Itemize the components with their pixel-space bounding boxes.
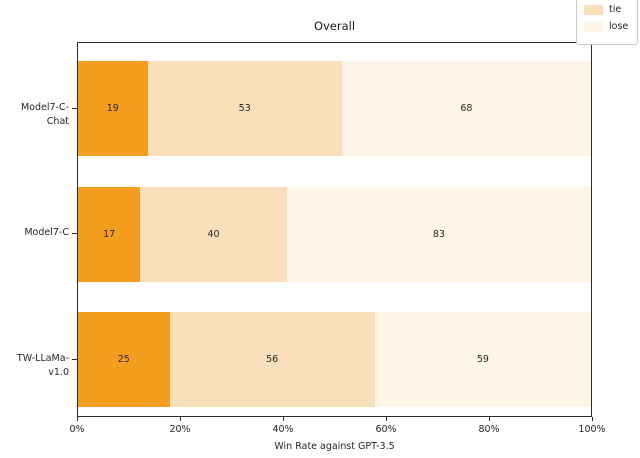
- bar-segment-lose: 68: [341, 61, 591, 156]
- x-tick-mark: [488, 417, 490, 421]
- y-tick-label: TW-LLaMa-v1.0: [16, 352, 69, 378]
- y-tick-mark: [72, 233, 77, 234]
- bar-value-label: 25: [117, 354, 130, 365]
- x-tick-mark: [282, 417, 284, 421]
- x-tick-label: 0%: [69, 424, 85, 435]
- x-tick-label: 80%: [478, 424, 500, 435]
- legend-label: lose: [609, 21, 629, 32]
- bar-value-label: 53: [238, 103, 251, 114]
- x-tick-mark: [179, 417, 181, 421]
- legend-swatch-icon: [584, 4, 603, 15]
- y-tick-mark: [72, 358, 77, 360]
- bar-row-Model7-C-Chat: 19 53 68: [78, 61, 591, 156]
- legend: tie lose: [576, 0, 638, 45]
- bar-segment-win: 19: [78, 61, 148, 156]
- bar-segment-win: 25: [78, 312, 170, 407]
- bar-value-label: 83: [432, 228, 445, 240]
- bar-value-label: 19: [106, 103, 119, 114]
- y-tick-label: Model7-C-Chat: [20, 101, 69, 127]
- legend-label: tie: [609, 4, 622, 15]
- bar-value-label: 68: [460, 103, 473, 114]
- bar-row-TW-LLaMa-v1.0: 25 56 59: [78, 312, 591, 407]
- bar-value-label: 56: [266, 354, 279, 365]
- x-tick-label: 20%: [169, 424, 191, 435]
- plot-area: 19 53 68 17 40 83 25 56 59: [77, 42, 592, 417]
- bar-segment-win: 17: [78, 186, 141, 282]
- legend-entry-tie: tie: [584, 3, 631, 16]
- x-tick-mark: [591, 417, 593, 421]
- x-tick-mark: [76, 417, 78, 421]
- bar-segment-tie: 53: [147, 61, 342, 156]
- y-tick-label: Model7-C: [24, 227, 69, 238]
- legend-swatch-icon: [584, 21, 603, 32]
- bar-segment-tie: 40: [140, 186, 287, 282]
- bar-row-Model7-C: 17 40 83: [78, 186, 591, 282]
- bar-value-label: 59: [476, 354, 489, 365]
- x-tick-label: 60%: [375, 424, 397, 435]
- y-tick-mark: [72, 107, 77, 109]
- x-tick-label: 100%: [578, 424, 606, 435]
- bar-value-label: 40: [207, 228, 220, 240]
- x-tick-mark: [385, 417, 387, 421]
- x-tick-label: 40%: [272, 424, 294, 435]
- legend-entry-lose: lose: [584, 20, 631, 33]
- bar-segment-tie: 56: [169, 312, 375, 407]
- x-axis-label: Win Rate against GPT-3.5: [274, 441, 395, 452]
- bar-segment-lose: 59: [374, 312, 591, 407]
- chart-title: Overall: [313, 19, 356, 33]
- bar-segment-lose: 83: [286, 186, 591, 282]
- bar-value-label: 17: [103, 228, 116, 240]
